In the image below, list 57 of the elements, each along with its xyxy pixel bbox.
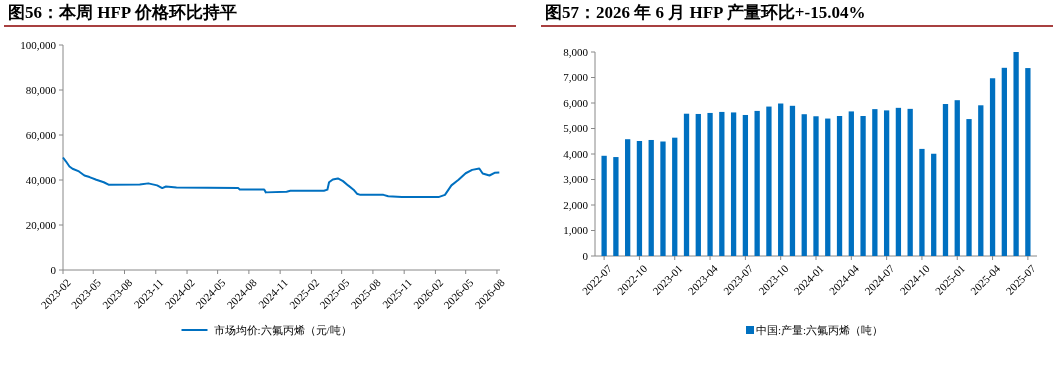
bar bbox=[695, 113, 701, 256]
bar bbox=[813, 116, 819, 256]
y-tick-label: 1,000 bbox=[563, 224, 589, 237]
bar bbox=[719, 111, 725, 256]
bar bbox=[848, 111, 854, 256]
bar bbox=[1001, 67, 1007, 256]
bar bbox=[625, 139, 631, 256]
chart-title: 图57：2026 年 6 月 HFP 产量环比+-15.04% bbox=[545, 3, 866, 22]
bar bbox=[648, 139, 654, 256]
bar bbox=[836, 116, 843, 256]
y-tick-label: 60,000 bbox=[25, 128, 57, 141]
bar bbox=[895, 107, 902, 256]
bar bbox=[931, 153, 937, 256]
bar bbox=[860, 116, 866, 256]
bar bbox=[919, 148, 925, 256]
y-tick-label: 2,000 bbox=[563, 198, 589, 211]
bar bbox=[742, 114, 749, 256]
y-tick-label: 7,000 bbox=[563, 71, 589, 84]
bar bbox=[778, 103, 784, 256]
y-tick-label: 40,000 bbox=[25, 173, 57, 186]
bar bbox=[966, 119, 972, 256]
bar bbox=[766, 106, 772, 256]
y-tick-label: 4,000 bbox=[563, 147, 589, 160]
y-tick-label: 20,000 bbox=[25, 218, 57, 231]
bar bbox=[683, 113, 690, 256]
y-tick-label: 100,000 bbox=[20, 38, 57, 51]
bar bbox=[825, 118, 831, 256]
y-tick-label: 80,000 bbox=[25, 83, 57, 96]
y-tick-label: 0 bbox=[582, 249, 589, 262]
y-tick-label: 0 bbox=[50, 263, 57, 276]
bar bbox=[907, 108, 913, 256]
bar bbox=[872, 109, 878, 256]
y-tick-label: 6,000 bbox=[563, 96, 589, 109]
bar bbox=[754, 110, 760, 256]
bar bbox=[707, 112, 713, 256]
bar bbox=[883, 110, 890, 256]
bar bbox=[801, 114, 807, 256]
bar bbox=[730, 112, 737, 256]
bar bbox=[942, 104, 949, 256]
bar bbox=[660, 141, 666, 256]
y-tick-label: 8,000 bbox=[563, 45, 589, 58]
bar bbox=[1013, 52, 1019, 256]
bar bbox=[613, 157, 619, 256]
bar bbox=[1025, 68, 1031, 256]
bar bbox=[636, 141, 643, 256]
line-series bbox=[62, 156, 501, 199]
chart-title: 图56：本周 HFP 价格环比持平 bbox=[8, 3, 237, 22]
bar bbox=[789, 105, 796, 256]
y-tick-label: 3,000 bbox=[563, 173, 589, 186]
legend-label: 中国:产量:六氟丙烯（吨） bbox=[756, 323, 884, 336]
bar bbox=[672, 137, 678, 256]
y-tick-label: 5,000 bbox=[563, 122, 589, 135]
legend-label: 市场均价:六氟丙烯（元/吨） bbox=[213, 323, 352, 336]
bar bbox=[989, 78, 996, 256]
bar bbox=[601, 155, 607, 256]
bar bbox=[954, 100, 960, 256]
bar bbox=[978, 105, 984, 256]
